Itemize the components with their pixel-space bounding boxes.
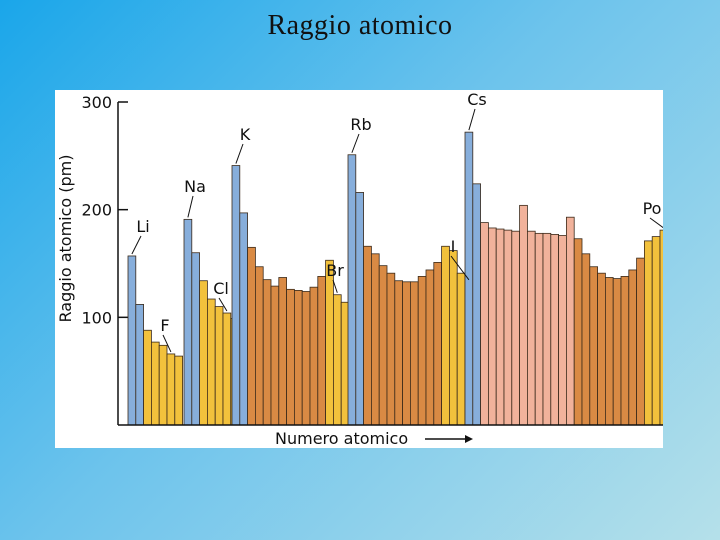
bar-p5-7	[511, 230, 520, 426]
bar-p5-9	[526, 230, 536, 426]
element-leader-br	[332, 279, 338, 293]
bar-p3-1	[231, 165, 241, 426]
element-label-rb: Rb	[350, 115, 371, 134]
bar-p4-11	[425, 269, 435, 426]
bar-p5-25	[651, 236, 661, 426]
bar-p5-14	[565, 216, 575, 426]
element-leader-i	[450, 255, 470, 281]
bar-p5-26	[659, 229, 663, 426]
bar-p3-3	[247, 246, 256, 426]
element-label-po: Po	[643, 199, 662, 218]
bar-p4-5	[378, 265, 388, 426]
element-leader-na	[187, 195, 194, 218]
bar-p4-3	[363, 245, 372, 426]
bar-p5-11	[542, 232, 552, 426]
y-tick-label-300: 300	[81, 93, 112, 112]
x-axis-title: Numero atomico	[275, 429, 408, 448]
bar-p5-22	[628, 269, 637, 426]
bar-p5-5	[495, 228, 505, 426]
atomic-radius-chart: 100 200 300 Raggio atomico (pm) Numero atomi…	[56, 90, 663, 448]
bar-p1-6	[166, 353, 176, 426]
element-label-li: Li	[136, 217, 149, 236]
bar-p4-10	[417, 276, 427, 426]
bar-p4-2	[355, 192, 364, 426]
element-label-na: Na	[184, 177, 206, 196]
bar-p3-8	[286, 288, 295, 426]
bar-p5-23	[636, 257, 645, 426]
element-leader-f	[162, 334, 172, 353]
element-leader-k	[235, 143, 244, 164]
bar-p5-16	[581, 253, 591, 426]
bar-p3-12	[317, 276, 326, 426]
bar-p2-3	[199, 280, 208, 426]
bar-p3-4	[254, 266, 264, 426]
bar-p5-1	[464, 131, 474, 426]
bar-p5-4	[487, 227, 497, 426]
bar-p2-6	[222, 312, 232, 426]
bar-p4-14	[448, 250, 458, 426]
chart-panel: 100 200 300 Raggio atomico (pm) Numero atomi…	[55, 90, 663, 448]
bar-p1-7	[174, 355, 184, 426]
element-leader-rb	[351, 133, 360, 153]
bar-p2-4	[206, 298, 216, 426]
bar-p1-5	[158, 344, 168, 426]
bar-p4-7	[394, 280, 403, 426]
bar-p3-7	[278, 277, 288, 426]
bar-p3-5	[262, 279, 272, 426]
bar-p4-1	[347, 154, 357, 426]
bar-p5-18	[597, 272, 606, 426]
element-leader-cs	[468, 108, 476, 131]
element-label-i: I	[451, 237, 456, 256]
slide-title: Raggio atomico	[267, 10, 453, 41]
bar-p5-13	[558, 235, 567, 426]
bar-p4-8	[402, 281, 411, 426]
bar-p5-10	[534, 232, 544, 426]
bar-p2-5	[214, 306, 224, 426]
bar-p2-2	[191, 252, 201, 426]
bar-p3-6	[270, 285, 280, 426]
y-tick-label-100: 100	[81, 308, 112, 327]
bar-p5-2	[472, 183, 481, 426]
element-leader-li	[131, 235, 142, 255]
element-label-cs: Cs	[467, 90, 487, 109]
bar-p5-17	[589, 266, 598, 426]
y-axis-title: Raggio atomico (pm)	[56, 155, 75, 323]
bar-p4-12	[433, 262, 442, 426]
bar-p3-13	[325, 259, 334, 426]
bar-p1-4	[151, 341, 160, 426]
bar-p5-3	[480, 222, 489, 426]
element-label-k: K	[240, 125, 251, 144]
bar-p5-8	[519, 204, 528, 426]
bar-p3-10	[301, 291, 311, 426]
bar-p4-15	[456, 272, 466, 426]
bar-p4-9	[409, 281, 419, 426]
bar-p3-9	[293, 290, 303, 426]
bar-p4-13	[441, 245, 450, 426]
bar-p4-6	[386, 272, 396, 426]
x-axis-arrow-head	[465, 435, 473, 443]
bar-p3-11	[309, 286, 319, 426]
bar-p3-14	[332, 294, 342, 426]
element-label-cl: Cl	[213, 279, 229, 298]
bar-p5-15	[573, 238, 583, 426]
element-leader-cl	[218, 297, 228, 312]
bar-p5-20	[612, 278, 622, 426]
bar-p1-2	[135, 304, 145, 426]
bar-p5-24	[644, 240, 653, 426]
element-leader-po	[649, 217, 663, 229]
y-tick-label-200: 200	[81, 201, 112, 220]
bar-p4-4	[370, 253, 380, 426]
element-label-f: F	[160, 316, 169, 335]
element-label-br: Br	[326, 261, 344, 280]
bar-p3-2	[239, 212, 249, 426]
bar-p5-6	[503, 229, 513, 426]
bar-p1-3	[143, 329, 152, 426]
bar-p1-1	[127, 255, 137, 426]
bar-p2-1	[183, 218, 193, 426]
bar-p5-21	[620, 276, 630, 426]
bar-p5-19	[605, 277, 614, 426]
bar-p5-12	[550, 234, 559, 426]
